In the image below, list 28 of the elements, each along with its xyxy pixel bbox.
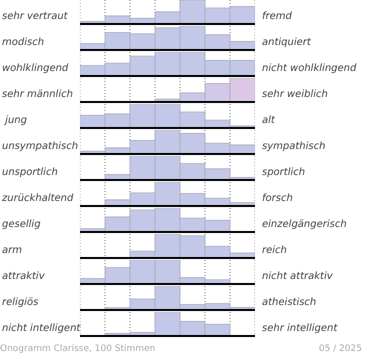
y-axis-title: zurückhaltend (1, 193, 74, 206)
y2-axis-title: sympathisch (262, 141, 326, 154)
y2-axis-title: alt (262, 115, 275, 128)
y2-axis-title: nicht attraktiv (262, 271, 333, 284)
y2-axis-title: antiquiert (262, 37, 311, 50)
y-axis-title: modisch (1, 37, 46, 50)
text: Onogramm Clarisse, 100 Stimmen (0, 344, 156, 354)
y-axis-title: sehr vertraut (1, 11, 69, 24)
y2-axis-title: reich (262, 245, 287, 258)
y-axis-title: attraktiv (1, 271, 46, 284)
y-axis-title: sehr männlich (1, 89, 74, 102)
y-axis-title: gesellig (1, 219, 42, 232)
y-axis-title: arm (1, 245, 23, 258)
y-axis-title: unsportlich (1, 167, 59, 180)
y-axis-title: nicht intelligent (1, 323, 80, 336)
y2-axis-title: sehr weiblich (262, 89, 328, 102)
y2-axis-title: sehr intelligent (262, 323, 338, 336)
text: 05 / 2025 (318, 344, 362, 354)
y2-axis-title: nicht wohlklingend (262, 63, 356, 76)
y2-axis-title: forsch (262, 193, 293, 206)
y-axis-title: unsympathisch (1, 141, 80, 154)
y-axis-title: religiös (1, 297, 40, 310)
y2-axis-title: sportlich (262, 167, 306, 180)
y-axis-title: jung (3, 115, 28, 128)
y2-axis-title: atheistisch (262, 297, 316, 310)
y2-axis-title: fremd (262, 11, 292, 24)
y2-axis-title: einzelgängerisch (262, 219, 347, 232)
y-axis-title: wohlklingend (1, 63, 70, 76)
